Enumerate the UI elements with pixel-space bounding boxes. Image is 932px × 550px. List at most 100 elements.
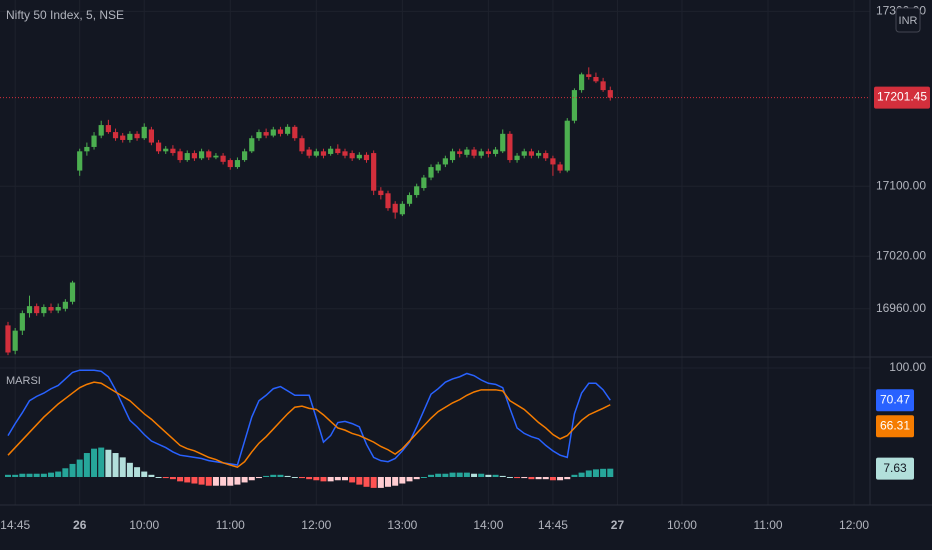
candle-body	[328, 148, 334, 154]
candle-body	[34, 306, 40, 314]
candle-body	[184, 153, 190, 161]
histogram-bar	[291, 476, 298, 478]
candle-body	[48, 307, 54, 311]
candle-body	[306, 149, 312, 156]
candle-body	[277, 129, 284, 134]
x-tick-label: 10:00	[129, 518, 159, 532]
histogram-bar	[306, 476, 313, 480]
candle-body	[485, 151, 491, 154]
histogram-bar	[327, 476, 334, 482]
candle-body	[363, 154, 370, 161]
candle-body	[213, 155, 219, 158]
candle-body	[464, 149, 470, 155]
histogram-bar	[406, 476, 413, 482]
candle-body	[564, 120, 570, 171]
histogram-bar	[241, 476, 248, 483]
candle-body	[127, 133, 133, 140]
x-tick-label: 27	[611, 518, 625, 532]
histogram-bar	[12, 474, 19, 477]
histogram-bar	[227, 476, 234, 486]
histogram-bar	[463, 472, 470, 477]
price-tick-label: 16960.00	[876, 301, 926, 315]
histogram-bar	[592, 469, 599, 477]
candle-body	[449, 151, 456, 161]
indicator-value-box	[876, 389, 914, 412]
candle-body	[406, 195, 413, 204]
histogram-bar	[112, 453, 119, 477]
candle-body	[342, 151, 348, 156]
histogram-bar	[514, 476, 521, 479]
candle-body	[270, 129, 276, 136]
currency-badge[interactable]	[895, 7, 921, 33]
histogram-bar	[270, 474, 277, 477]
candle-body	[177, 151, 183, 161]
histogram-bar	[155, 476, 162, 478]
candle-body	[385, 193, 391, 209]
candle-body	[378, 190, 384, 196]
histogram-bar	[184, 476, 191, 483]
histogram-bar	[234, 476, 241, 485]
candle-body	[349, 153, 355, 159]
x-tick-label: 10:00	[667, 518, 697, 532]
histogram-bar	[255, 476, 262, 479]
candle-body	[227, 160, 233, 168]
histogram-bar	[456, 472, 463, 477]
histogram-bar	[134, 467, 141, 477]
histogram-bar	[98, 447, 105, 477]
last-price-label: 17201.45	[877, 90, 927, 104]
histogram-bar	[413, 476, 420, 480]
indicator-line	[7, 369, 611, 466]
histogram-bar	[26, 473, 33, 477]
indicator-value-label: 7.63	[883, 461, 907, 475]
histogram-bar	[119, 457, 126, 477]
histogram-bar	[370, 476, 377, 488]
histogram-bar	[549, 476, 556, 481]
histogram-bar	[220, 476, 227, 486]
candle-body	[292, 126, 298, 139]
histogram-bar	[105, 449, 112, 477]
histogram-bar	[91, 448, 98, 477]
histogram-bar	[571, 474, 578, 477]
histogram-bar	[177, 476, 184, 482]
histogram-bar	[62, 468, 69, 477]
candle-body	[220, 155, 226, 162]
candle-body	[428, 167, 434, 178]
candle-body	[141, 126, 147, 139]
candle-body	[19, 313, 25, 331]
candle-body	[112, 132, 119, 139]
histogram-bar	[363, 476, 370, 487]
candle-body	[557, 164, 563, 171]
candle-body	[435, 164, 441, 171]
histogram-bar	[334, 476, 341, 481]
histogram-bar	[535, 476, 542, 480]
histogram-bar	[126, 462, 133, 477]
histogram-bar	[141, 471, 148, 477]
histogram-bar	[420, 476, 427, 478]
candle-body	[191, 153, 198, 159]
histogram-bar	[557, 476, 564, 481]
candle-body	[77, 151, 83, 171]
grid	[0, 0, 870, 505]
candle-body	[528, 151, 535, 156]
indicator-tick-label: 100.00	[889, 360, 926, 374]
histogram-bar	[492, 474, 499, 477]
candle-body	[155, 142, 162, 152]
candle-body	[256, 132, 262, 139]
currency-label[interactable]: INR	[899, 15, 918, 27]
candle-body	[91, 135, 97, 147]
histogram-bar	[69, 463, 76, 477]
histogram-bar	[392, 476, 399, 486]
candle-body	[600, 81, 606, 91]
candle-body	[41, 307, 47, 314]
candle-body	[478, 151, 484, 156]
x-tick-label: 11:00	[216, 518, 245, 532]
x-tick-label: 12:00	[839, 518, 869, 532]
histogram-bar	[585, 470, 592, 477]
price-tick-label: 17020.00	[876, 248, 926, 262]
price-tick-label: 17100.00	[876, 178, 926, 192]
candle-body	[335, 148, 341, 154]
histogram-bar	[471, 473, 478, 477]
histogram-bar	[385, 476, 392, 487]
candle-body	[507, 133, 513, 161]
histogram-bar	[607, 468, 614, 477]
